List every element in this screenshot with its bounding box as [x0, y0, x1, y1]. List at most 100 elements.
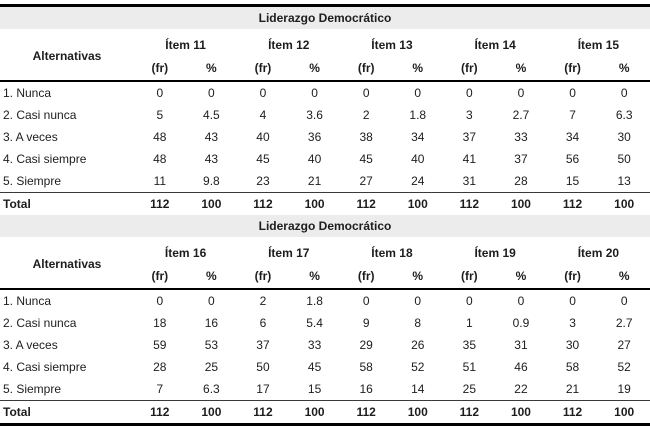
- value-cell: 45: [359, 152, 373, 166]
- value-cell: 58: [565, 360, 580, 374]
- value-cell: 2: [362, 108, 370, 122]
- value-cell: 0: [466, 86, 473, 100]
- subheader-row: (fr) % (fr) % (fr) % (fr) % (fr) %: [0, 265, 650, 290]
- pct-header: %: [185, 57, 238, 82]
- value-cell: 4.5: [203, 108, 220, 122]
- value-cell: 0.9: [512, 316, 530, 330]
- item-header-row: Alternativas Ítem 16 Ítem 17 Ítem 18 Íte…: [0, 237, 650, 290]
- value-cell: 50: [256, 360, 270, 374]
- table-row: 3. A veces 59 53 37 33 29 26 35 31 30 27: [0, 334, 650, 356]
- value-cell: 100: [391, 192, 444, 215]
- section-title-row: Liderazgo Democrático: [0, 215, 650, 237]
- value-cell: 25: [204, 360, 219, 374]
- value-cell: 27: [617, 338, 631, 352]
- value-cell: 52: [411, 360, 425, 374]
- total-row: Total 112 100 112 100 112 100 112 100 112 100: [0, 400, 650, 425]
- value-cell: 0: [620, 86, 628, 100]
- value-cell: 3.6: [306, 108, 323, 122]
- row-label-cell: 4. Casi siempre: [3, 360, 87, 374]
- value-cell: 0: [362, 86, 370, 100]
- value-cell: 31: [462, 174, 477, 188]
- item-header: Ítem 11: [165, 37, 206, 52]
- value-cell: 28: [153, 360, 167, 374]
- pct-header: %: [495, 57, 547, 82]
- row-label-cell: 4. Casi siempre: [3, 152, 87, 166]
- value-cell: 0: [156, 86, 164, 100]
- item-header: Ítem 16: [164, 245, 207, 260]
- section-title: Liderazgo Democrático: [0, 215, 650, 237]
- table-section-items-16-20: Liderazgo Democrático Alternativas Ítem …: [0, 215, 650, 425]
- value-cell: 100: [185, 400, 238, 425]
- value-cell: 1.8: [409, 108, 427, 122]
- value-cell: 9: [362, 316, 370, 330]
- value-cell: 40: [411, 152, 425, 166]
- row-label-cell: 5. Siempre: [3, 174, 62, 188]
- value-cell: 40: [256, 130, 270, 144]
- row-label-cell: 3. A veces: [3, 130, 58, 144]
- item-header-row: Alternativas Ítem 11 Ítem 12 Ítem 13 Íte…: [0, 29, 650, 82]
- alternatives-header: Alternativas: [0, 237, 134, 290]
- value-cell: 27: [359, 174, 373, 188]
- value-cell: 1: [466, 316, 473, 330]
- value-cell: 0: [156, 294, 164, 308]
- value-cell: 4: [259, 108, 267, 122]
- value-cell: 8: [414, 316, 422, 330]
- total-row: Total 112 100 112 100 112 100 112 100 112 100: [0, 192, 650, 215]
- value-cell: 2.7: [615, 316, 633, 330]
- value-cell: 25: [462, 382, 477, 396]
- item-header: Ítem 13: [371, 37, 413, 52]
- value-cell: 0: [259, 86, 267, 100]
- pct-header: %: [391, 265, 444, 290]
- row-label-cell: 1. Nunca: [3, 86, 52, 100]
- value-cell: 9.8: [203, 174, 220, 188]
- pct-header: %: [391, 57, 444, 82]
- value-cell: 33: [514, 130, 528, 144]
- value-cell: 23: [256, 174, 270, 188]
- value-cell: 100: [288, 192, 341, 215]
- value-cell: 100: [495, 192, 547, 215]
- value-cell: 34: [411, 130, 425, 144]
- value-cell: 0: [414, 86, 422, 100]
- value-cell: 1.8: [306, 294, 323, 308]
- section-title: Liderazgo Democrático: [0, 5, 650, 29]
- value-cell: 48: [153, 130, 167, 144]
- fr-header: (fr): [134, 265, 186, 290]
- value-cell: 29: [359, 338, 373, 352]
- value-cell: 46: [514, 360, 528, 374]
- value-cell: 100: [598, 400, 650, 425]
- value-cell: 38: [359, 130, 373, 144]
- value-cell: 16: [204, 316, 219, 330]
- table-row: 4. Casi siempre 48 43 45 40 45 40 41 37 56 50: [0, 148, 650, 170]
- value-cell: 112: [443, 192, 496, 215]
- value-cell: 59: [153, 338, 167, 352]
- fr-header: (fr): [546, 265, 599, 290]
- value-cell: 45: [256, 152, 270, 166]
- value-cell: 36: [307, 130, 322, 144]
- pct-header: %: [288, 265, 341, 290]
- value-cell: 7: [156, 382, 164, 396]
- value-cell: 11: [153, 174, 167, 188]
- table-row: 2. Casi nunca 5 4.5 4 3.6 2 1.8 3 2.7 7 6.3: [0, 104, 650, 126]
- row-label-cell: Total: [0, 192, 134, 215]
- value-cell: 30: [565, 338, 580, 352]
- row-label-cell: 2. Casi nunca: [3, 316, 77, 330]
- value-cell: 26: [411, 338, 425, 352]
- value-cell: 58: [359, 360, 373, 374]
- value-cell: 40: [307, 152, 322, 166]
- value-cell: 2.7: [512, 108, 530, 122]
- item-header: Ítem 15: [577, 37, 620, 52]
- value-cell: 18: [153, 316, 167, 330]
- value-cell: 6.3: [615, 108, 633, 122]
- alternatives-header: Alternativas: [0, 29, 134, 82]
- value-cell: 0: [414, 294, 422, 308]
- fr-header: (fr): [134, 57, 186, 82]
- table-row: 1. Nunca 0 0 2 1.8 0 0 0 0 0 0: [0, 289, 650, 312]
- fr-header: (fr): [340, 265, 392, 290]
- fr-header: (fr): [443, 57, 496, 82]
- subheader-row: (fr) % (fr) % (fr) % (fr) % (fr) %: [0, 57, 650, 82]
- table-row: 5. Siempre 11 9.8 23 21 27 24 31 28 15 13: [0, 170, 650, 193]
- value-cell: 0: [569, 86, 576, 100]
- table-row: 4. Casi siempre 28 25 50 45 58 52 51 46 58 52: [0, 356, 650, 378]
- value-cell: 100: [185, 192, 238, 215]
